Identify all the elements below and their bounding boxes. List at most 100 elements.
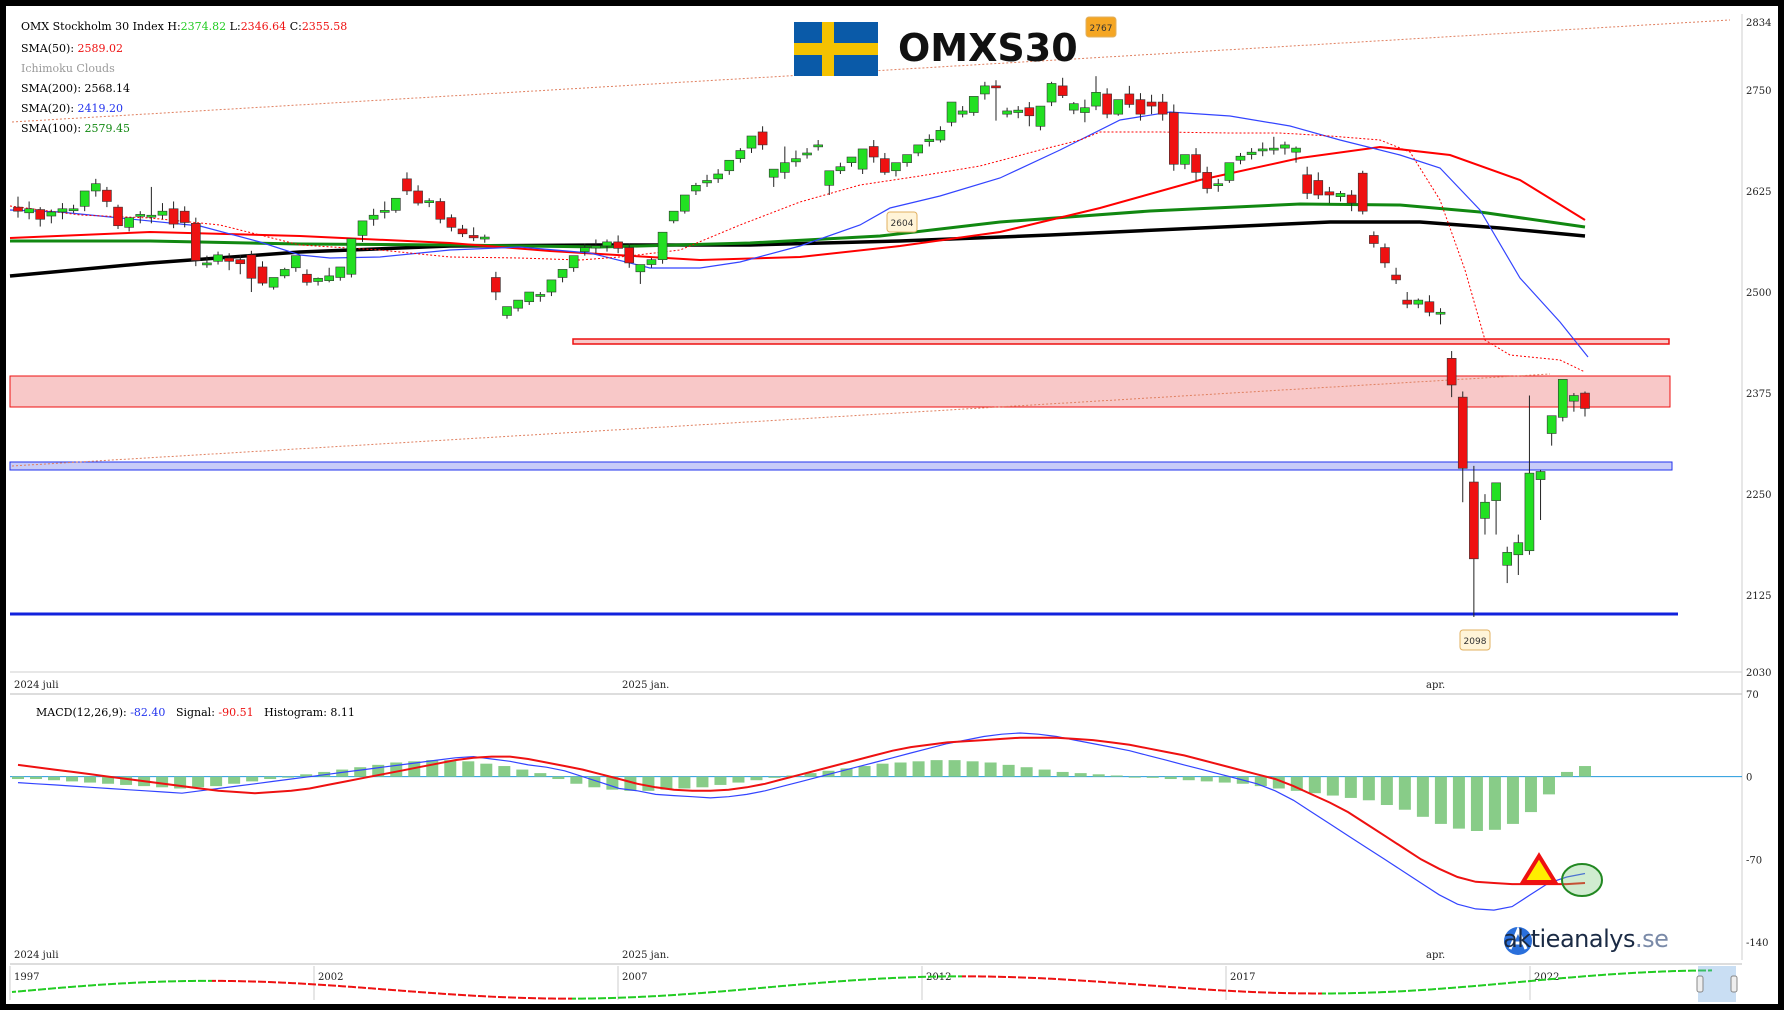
macd-histogram-bar [1254, 776, 1267, 787]
macd-histogram-bar [660, 776, 673, 790]
price-annotation-label: 2098 [1464, 637, 1487, 647]
macd-histogram-bar [1200, 776, 1213, 782]
navigator-series-segment [1611, 972, 1623, 976]
ichimoku-span-line [9, 131, 1586, 373]
candle-body [357, 220, 368, 236]
macd-histogram-bar [174, 776, 187, 789]
macd-histogram-bar [1218, 776, 1231, 783]
candle-body [168, 208, 179, 225]
candle-body [702, 180, 712, 184]
candle-body [1357, 172, 1368, 212]
navigator-series-segment [681, 992, 693, 996]
navigator-series-segment [41, 987, 53, 991]
macd-histogram-bar [642, 776, 655, 791]
macd-histogram-bar [714, 776, 727, 785]
candle-body [824, 170, 835, 186]
warning-triangle-icon [1519, 852, 1559, 884]
price-y-tick-label: 2250 [1746, 490, 1771, 501]
navigator-series-segment [301, 982, 313, 986]
price-zones [9, 338, 1678, 616]
navigator-series-segment [91, 983, 103, 987]
candle-body [1435, 311, 1446, 315]
sma50-line [9, 145, 1586, 262]
navigator-series-segment [431, 991, 443, 995]
candle-body [1546, 415, 1557, 434]
candle-body [502, 306, 512, 316]
candle-body [1580, 392, 1590, 409]
macd-histogram-bar [1110, 775, 1123, 777]
candle-body [513, 299, 523, 309]
macd-histogram-bar [1056, 771, 1069, 777]
candle-body [1380, 247, 1390, 264]
macd-histogram-bar [1326, 776, 1339, 796]
candle-body [424, 200, 434, 203]
macd-histogram-bar [12, 776, 24, 780]
navigator-series-segment [1131, 983, 1143, 986]
candle-body [1068, 103, 1079, 111]
candle-body [113, 206, 123, 227]
ichimoku-legend: Ichimoku Clouds [21, 62, 115, 75]
macd-x-tick-label: 2025 jan. [622, 950, 669, 961]
macd-histogram-bar [516, 769, 529, 777]
navigator-series-segment [291, 982, 303, 985]
candle-body [1235, 155, 1246, 161]
candle-body [891, 162, 901, 172]
high-label: H: [167, 20, 181, 33]
candle-body [413, 190, 423, 204]
macd-histogram-bar [1434, 776, 1447, 824]
navigator-series-segment [1451, 986, 1463, 989]
navigator-series-segment [821, 980, 833, 984]
macd-histogram-bar [822, 770, 835, 777]
navigator-series-segment [731, 988, 743, 992]
navigator-series-segment [121, 981, 133, 985]
navigator-series-segment [111, 982, 123, 985]
macd-histogram-bar [570, 776, 583, 784]
candle-body [724, 159, 735, 172]
navigator-window [1698, 966, 1736, 1002]
candle-body [90, 183, 101, 192]
macd-histogram-bar [1074, 773, 1087, 777]
candle-body [379, 210, 390, 213]
macd-histogram-bar [210, 776, 223, 787]
signal-line [17, 736, 1586, 886]
navigator-series-segment [51, 986, 63, 990]
candle-body [591, 245, 601, 249]
navigator-series-segment [1231, 989, 1243, 993]
navigator-series-segment [421, 991, 433, 994]
candle-body [1513, 542, 1524, 556]
candle-body [391, 197, 401, 211]
candle-body [613, 241, 623, 249]
candle-body [102, 189, 112, 202]
candle-body [268, 277, 279, 288]
navigator-series-segment [1201, 988, 1213, 991]
navigator-series-segment [881, 977, 893, 980]
candle-body [146, 214, 157, 218]
navigator-series-segment [81, 984, 93, 988]
macd-histogram-bar [1164, 776, 1177, 780]
navigator-series-segment [1531, 978, 1543, 982]
navigator-series-segment [1191, 987, 1203, 991]
price-y-tick-label: 2625 [1746, 187, 1771, 198]
candle-body [135, 214, 146, 217]
navigator-series-segment [1541, 978, 1553, 981]
navigator-series-segment [1181, 986, 1193, 990]
navigator-series-segment [721, 989, 733, 993]
sma20-line [9, 111, 1589, 358]
sma100-value: 2579.45 [84, 122, 131, 135]
candle-body [524, 291, 535, 303]
macd-histogram-bar [804, 773, 817, 777]
candle-body [1135, 99, 1146, 115]
navigator-series-segment [21, 989, 33, 993]
candle-body [191, 223, 201, 261]
macd-histogram-bar [1506, 776, 1519, 824]
candle-body [568, 255, 579, 269]
navigator-right-handle [1730, 975, 1738, 993]
candle-body [902, 154, 912, 163]
candle-body [202, 262, 212, 266]
navigator-series-segment [451, 993, 463, 997]
navigator-series-segment [1491, 982, 1503, 986]
sma200-line [9, 220, 1586, 278]
navigator-series-segment [1561, 976, 1573, 980]
navigator-series-segment [71, 985, 83, 988]
navigator-series-segment [1051, 977, 1063, 981]
